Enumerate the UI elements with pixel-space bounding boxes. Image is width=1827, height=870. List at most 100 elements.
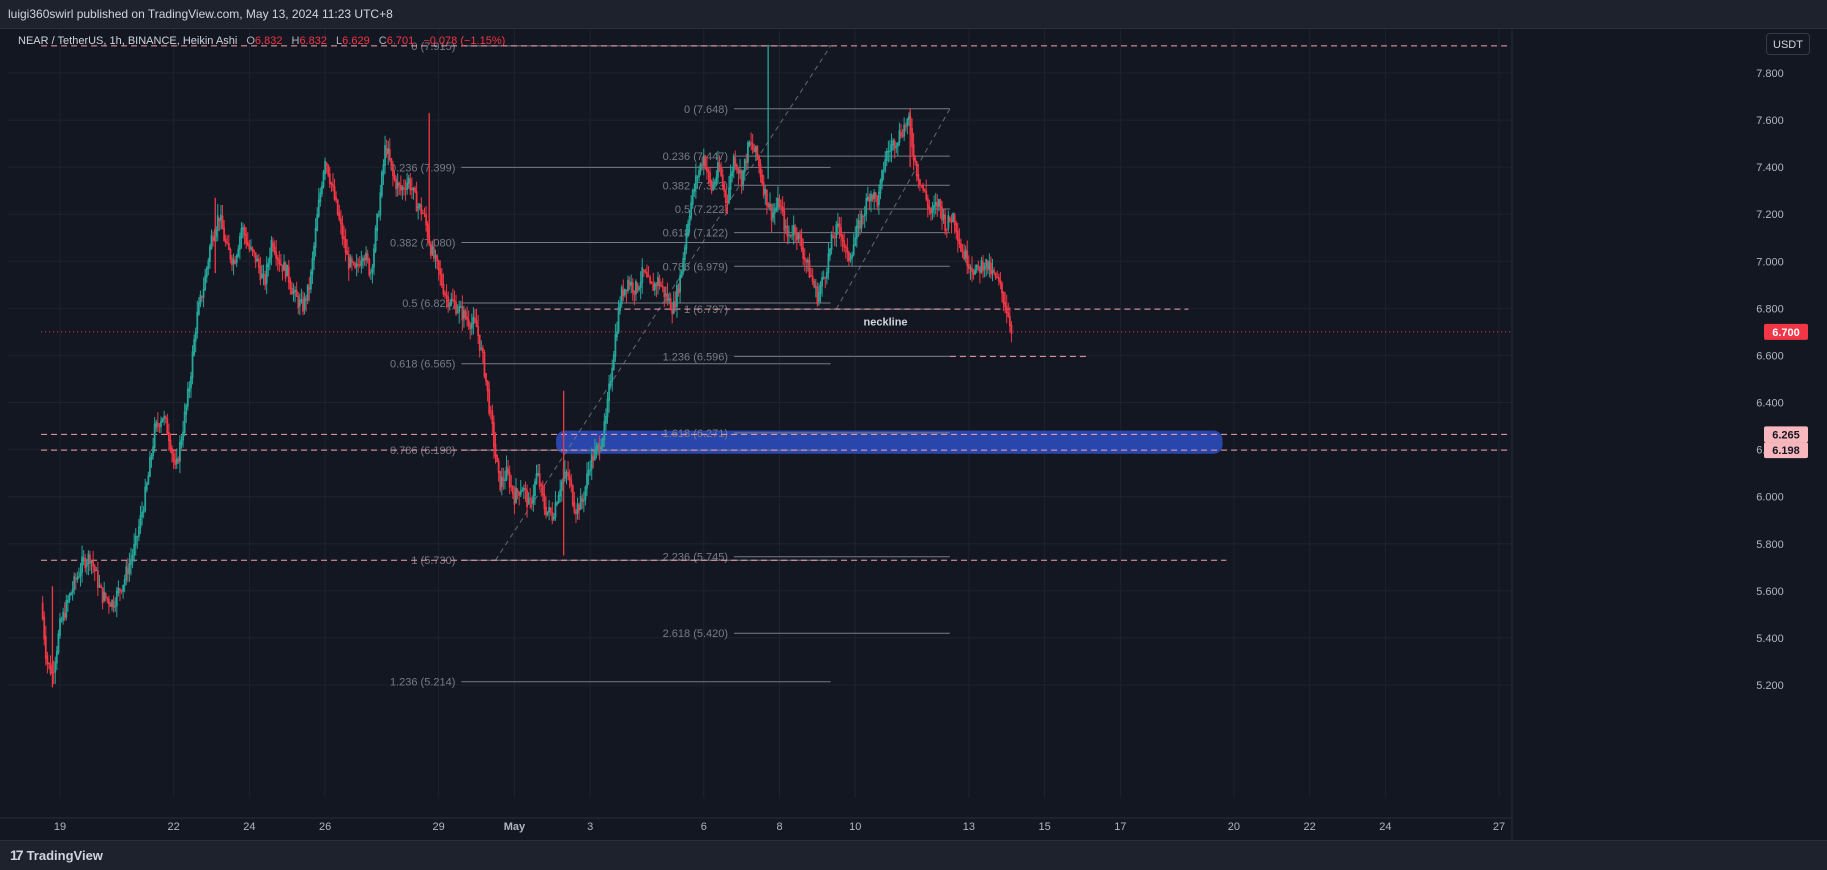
candle (251, 247, 254, 251)
candle (220, 214, 222, 221)
candle (382, 164, 385, 176)
candle (819, 285, 822, 294)
candle (739, 170, 741, 173)
candle (368, 259, 371, 276)
candle (745, 161, 748, 164)
candle (661, 286, 664, 288)
candle (238, 236, 241, 250)
candle (461, 306, 464, 321)
candle (344, 239, 347, 253)
candle (578, 504, 581, 511)
candle (95, 570, 98, 572)
candle (832, 236, 835, 238)
candle (41, 602, 44, 620)
candle (590, 453, 593, 470)
candle (261, 273, 263, 278)
candle (751, 143, 754, 150)
candle (907, 115, 910, 120)
candle (155, 421, 158, 428)
time-axis[interactable]: 19 22 24 26 29 May 3 6 8 10 13 15 17 20 22 24 27 (0, 817, 1512, 833)
candle (827, 253, 830, 273)
candle (420, 204, 423, 215)
candle (510, 485, 513, 487)
time-tick-label: 24 (243, 821, 255, 833)
horizontal-level-layer[interactable] (41, 45, 1511, 561)
time-tick-label: 24 (1379, 821, 1391, 833)
tradingview-brand-link[interactable]: 17 TradingView (10, 847, 103, 863)
candle (925, 190, 928, 200)
candle (795, 232, 798, 241)
candle (835, 224, 838, 239)
candle (328, 173, 331, 185)
candle (814, 286, 817, 288)
candle (639, 282, 642, 289)
price-chart[interactable]: 0 (7.915) 0.236 (7.399) 0.382 (7.080) 0.5 (… (0, 29, 1827, 840)
candle (204, 275, 207, 291)
candlestick-layer (41, 44, 1013, 688)
candle (437, 260, 440, 271)
candle (152, 446, 154, 456)
candle (903, 124, 906, 137)
candle (464, 311, 467, 318)
candle (338, 212, 341, 220)
candle (112, 600, 115, 608)
candle (93, 565, 96, 572)
candle (477, 326, 480, 337)
candle (122, 584, 125, 592)
candle (691, 190, 694, 205)
candle (556, 502, 558, 505)
candle (425, 214, 427, 226)
candle (724, 190, 727, 204)
candle (433, 247, 435, 259)
candle (177, 458, 180, 463)
candle (475, 320, 478, 328)
candle (226, 242, 229, 244)
candle (521, 489, 524, 492)
time-tick-label: 22 (1304, 821, 1316, 833)
candle (980, 260, 983, 273)
symbol-title[interactable]: NEAR / TetherUS, 1h, BINANCE, Heikin Ash… (18, 35, 238, 47)
candle (863, 213, 866, 217)
candle (474, 318, 476, 321)
time-tick-label: 29 (433, 821, 445, 833)
candle (270, 240, 273, 258)
fib-retracement-layer[interactable]: 0 (7.915) 0.236 (7.399) 0.382 (7.080) 0.5 (… (390, 41, 951, 689)
candle (663, 286, 666, 298)
fib-trend-line[interactable] (835, 108, 951, 310)
candle (967, 263, 970, 269)
currency-unit-button[interactable]: USDT (1766, 33, 1810, 55)
candle (818, 292, 820, 302)
candle (944, 214, 947, 232)
candle (974, 269, 977, 275)
candle (549, 507, 552, 513)
candle (131, 554, 134, 561)
candle (568, 475, 571, 481)
candle (185, 405, 188, 415)
fib-trend-line[interactable] (495, 45, 832, 561)
candle (74, 578, 77, 580)
candle (728, 187, 730, 203)
candle (783, 210, 786, 231)
candle (85, 563, 88, 567)
fib-level-label: 0.236 (7.447) (663, 151, 728, 163)
candle (174, 460, 177, 465)
candle (78, 576, 80, 578)
candle (917, 173, 920, 181)
candle (395, 178, 397, 190)
candle (497, 460, 500, 473)
candle (709, 172, 711, 183)
candle (1010, 324, 1013, 335)
candle (564, 471, 566, 479)
candle (240, 228, 243, 239)
candle (794, 226, 797, 234)
publish-info: luigi360swirl published on TradingView.c… (8, 7, 393, 21)
candle (147, 475, 150, 485)
time-tick-label: 20 (1228, 821, 1240, 833)
candle (256, 258, 259, 262)
candle (608, 383, 610, 402)
candle (519, 491, 522, 496)
candle (593, 449, 596, 460)
candle (371, 266, 374, 273)
candle (855, 225, 858, 239)
candle (488, 389, 491, 414)
